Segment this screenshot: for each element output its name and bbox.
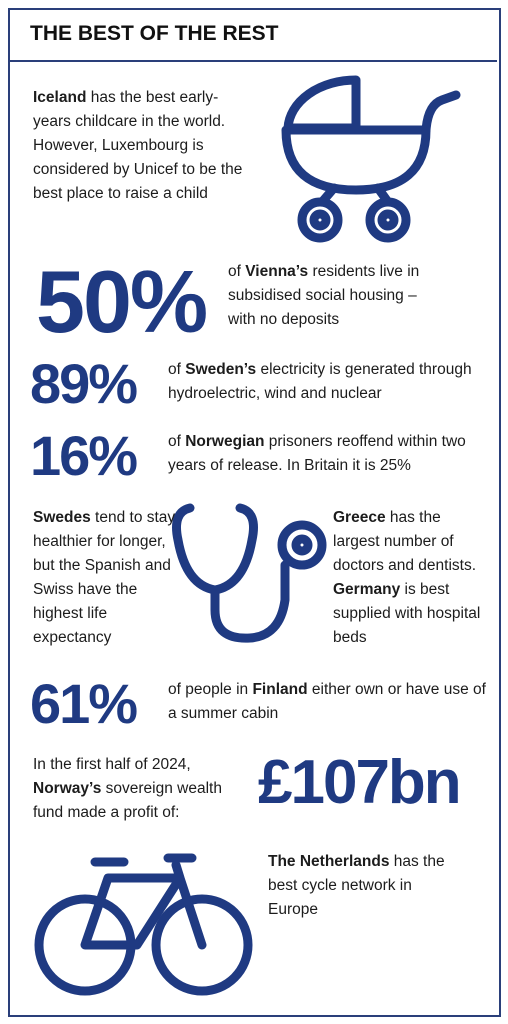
big-figure: 61% — [30, 672, 138, 735]
text: electricity is generated through hydroel… — [168, 361, 472, 402]
text-block: of Vienna’s residents live in subsidised… — [228, 260, 448, 332]
big-figure: 16% — [30, 424, 138, 487]
bicycle-icon — [34, 853, 253, 996]
pram-icon — [281, 75, 461, 243]
bold-text: Finland — [252, 681, 308, 698]
text: of — [228, 263, 246, 280]
text: In the first half of 2024, — [33, 756, 191, 773]
text: has the best cycle network in Europe — [268, 853, 445, 918]
bold-text: Iceland — [33, 89, 87, 106]
bold-text: Swedes — [33, 509, 91, 526]
text: is best supplied with hospital beds — [333, 581, 481, 646]
text: prisoners reoffend within two years of r… — [168, 433, 466, 474]
text: has the largest number of doctors and de… — [333, 509, 477, 574]
text: of — [168, 361, 186, 378]
text-block: The Netherlands has the best cycle netwo… — [268, 850, 453, 922]
text: sovereign wealth fund made a profit of: — [33, 780, 222, 821]
text: has the best early-years childcare in th… — [33, 89, 243, 202]
bold-text: Greece — [333, 509, 386, 526]
text-block: of people in Finland either own or have … — [168, 678, 488, 726]
text-block: of Norwegian prisoners reoffend within t… — [168, 430, 488, 478]
text: tend to stay healthier for longer, but t… — [33, 509, 176, 646]
text-block: Greece has the largest number of doctors… — [333, 506, 488, 650]
big-figure: 50% — [36, 252, 208, 351]
text-block: In the first half of 2024, Norway’s sove… — [33, 753, 248, 825]
bold-text: The Netherlands — [268, 853, 390, 870]
bold-text: Vienna’s — [245, 263, 309, 280]
text-block: of Sweden’s electricity is generated thr… — [168, 358, 488, 406]
text: of people in — [168, 681, 253, 698]
text: residents live in subsidised social hous… — [228, 263, 420, 328]
text-block: Swedes tend to stay healthier for longer… — [33, 506, 178, 650]
bold-text: Norwegian — [185, 433, 265, 450]
bold-text: Norway’s — [33, 780, 102, 797]
text: of — [168, 433, 186, 450]
text: either own or have use of a summer cabin — [168, 681, 486, 722]
title-box — [8, 8, 497, 62]
title: THE BEST OF THE REST — [30, 22, 279, 45]
big-figure: 89% — [30, 352, 138, 415]
text-block: Iceland has the best early-years childca… — [33, 86, 248, 206]
bold-text: Sweden’s — [185, 361, 257, 378]
frame — [8, 8, 501, 1017]
bold-text: Germany — [333, 581, 401, 598]
big-figure: £107bn — [258, 748, 462, 817]
stethoscope-icon — [172, 503, 327, 643]
